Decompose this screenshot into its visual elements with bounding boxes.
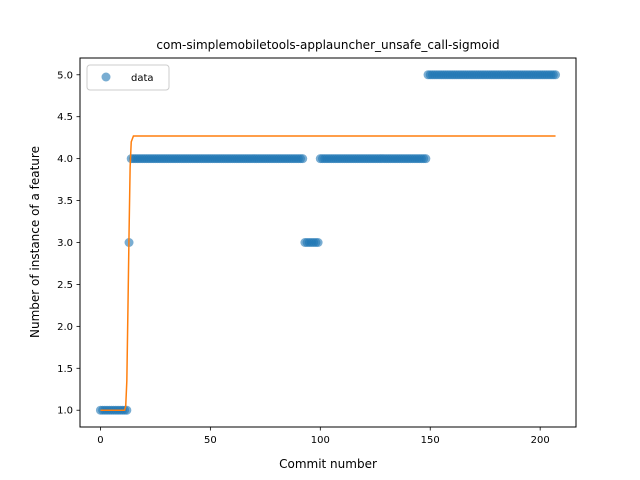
y-tick-label: 4.5 [57, 112, 73, 123]
x-tick-label: 50 [204, 435, 217, 446]
chart-title: com-simplemobiletools-applauncher_unsafe… [156, 38, 499, 52]
data-point [298, 154, 307, 163]
legend-box [87, 65, 169, 90]
y-axis-label: Number of instance of a feature [28, 146, 42, 338]
x-tick-label: 100 [311, 435, 330, 446]
legend-marker-data [102, 73, 111, 82]
y-tick-label: 5.0 [57, 70, 73, 81]
y-tick-label: 3.5 [57, 196, 73, 207]
data-point [551, 70, 560, 79]
y-tick-label: 2.0 [57, 322, 73, 333]
x-axis-label: Commit number [279, 457, 377, 471]
data-point [421, 154, 430, 163]
y-tick-label: 2.5 [57, 280, 73, 291]
data-point [314, 238, 323, 247]
x-tick-label: 200 [531, 435, 550, 446]
y-tick-label: 4.0 [57, 154, 73, 165]
y-tick-label: 3.0 [57, 238, 73, 249]
legend: data [87, 65, 169, 90]
y-tick-label: 1.5 [57, 364, 73, 375]
x-tick-label: 0 [97, 435, 103, 446]
y-tick-label: 1.0 [57, 406, 73, 417]
legend-label-data: data [131, 73, 154, 84]
x-tick-label: 150 [421, 435, 440, 446]
